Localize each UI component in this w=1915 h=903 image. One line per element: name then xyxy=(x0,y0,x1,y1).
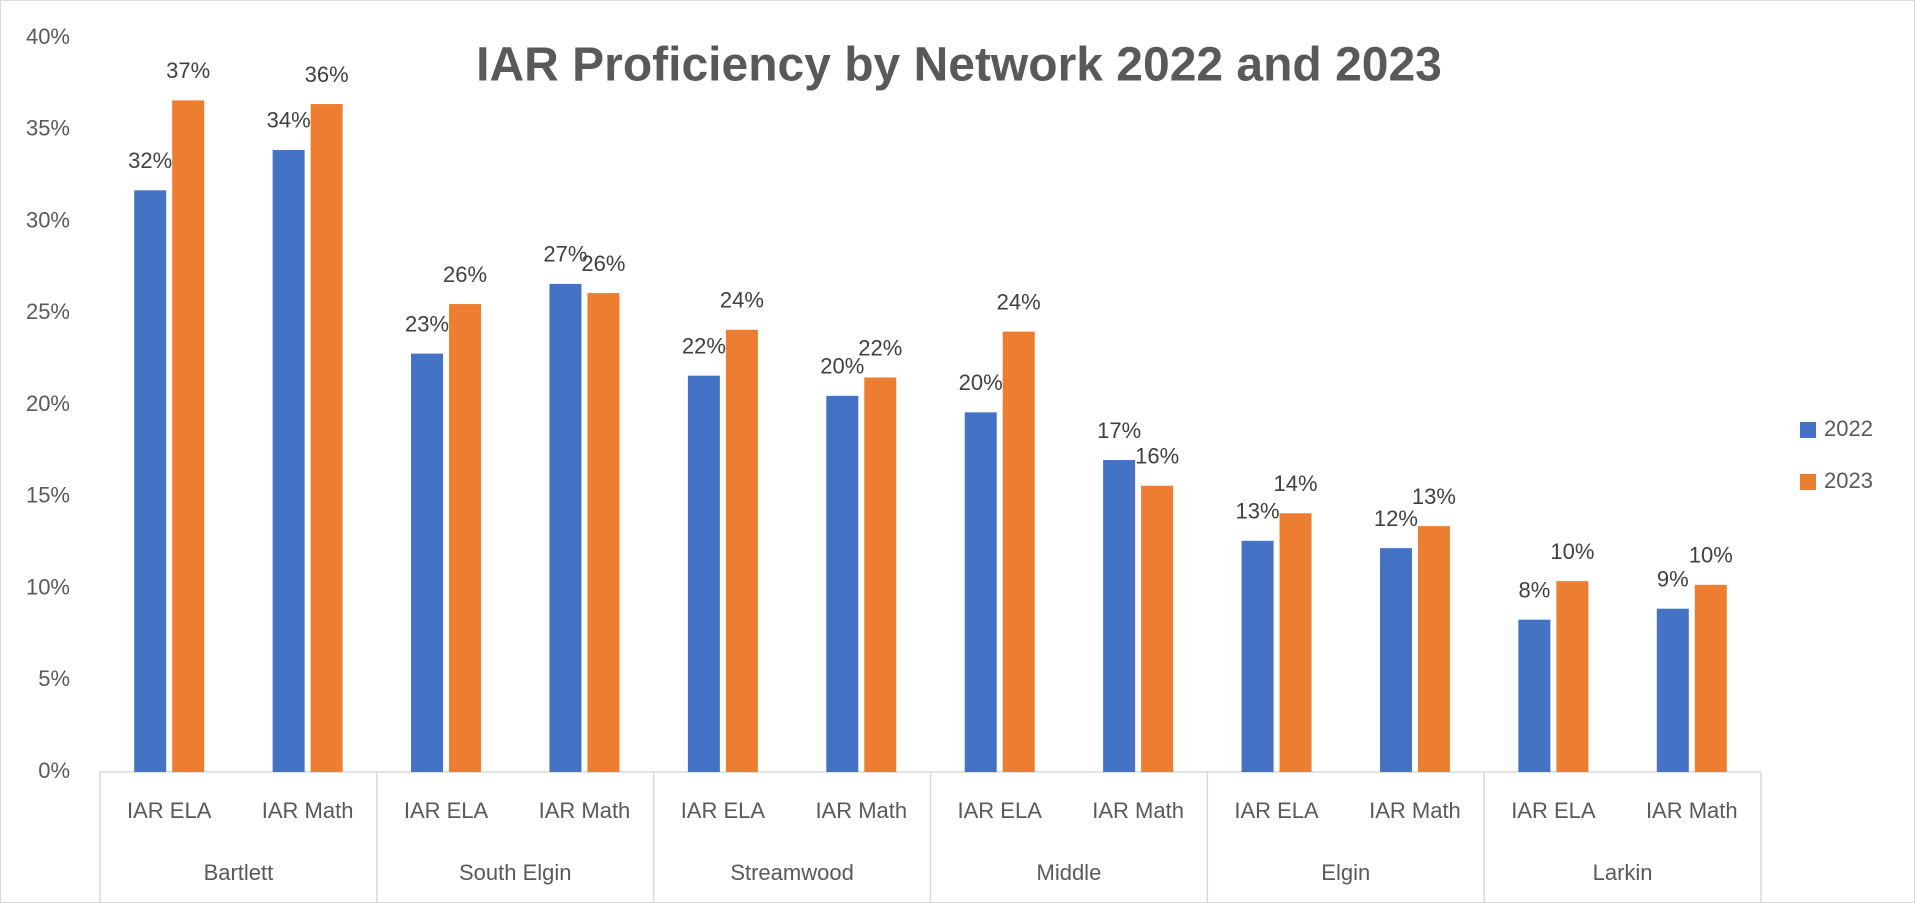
x-tick-label: IAR Math xyxy=(1646,798,1738,823)
bar xyxy=(1279,513,1312,772)
data-label: 20% xyxy=(959,370,1003,395)
data-label: 24% xyxy=(720,288,764,313)
x-tick-label: IAR ELA xyxy=(404,798,489,823)
y-tick-label: 5% xyxy=(38,666,70,691)
bar xyxy=(1518,619,1551,772)
data-label: 13% xyxy=(1236,499,1280,524)
bar xyxy=(1379,548,1412,772)
bar xyxy=(687,375,720,772)
x-tick-label: IAR ELA xyxy=(958,798,1043,823)
bar xyxy=(1103,460,1136,772)
bar xyxy=(1556,581,1589,772)
y-tick-label: 25% xyxy=(26,299,70,324)
x-tick-label: IAR Math xyxy=(539,798,631,823)
y-tick-label: 35% xyxy=(26,116,70,141)
x-tick-label: IAR ELA xyxy=(1234,798,1319,823)
data-label: 16% xyxy=(1135,444,1179,469)
bar xyxy=(725,329,758,772)
data-label: 13% xyxy=(1412,484,1456,509)
y-tick-label: 15% xyxy=(26,483,70,508)
bar xyxy=(310,104,343,772)
data-label: 12% xyxy=(1374,506,1418,531)
data-label: 10% xyxy=(1550,539,1594,564)
data-label: 34% xyxy=(267,108,311,133)
bar xyxy=(587,293,620,772)
group-label: Elgin xyxy=(1321,860,1370,885)
group-label: Streamwood xyxy=(730,860,854,885)
group-label: Bartlett xyxy=(204,860,274,885)
group-label: South Elgin xyxy=(459,860,572,885)
data-label: 8% xyxy=(1518,578,1550,603)
x-tick-label: IAR ELA xyxy=(1511,798,1596,823)
data-label: 32% xyxy=(128,148,172,173)
data-label: 20% xyxy=(820,354,864,379)
bar xyxy=(1694,584,1727,772)
bar xyxy=(1417,526,1450,772)
bar xyxy=(1241,540,1274,772)
x-tick-label: IAR Math xyxy=(1369,798,1461,823)
bar xyxy=(449,304,482,772)
bar xyxy=(1002,331,1035,772)
data-label: 17% xyxy=(1097,418,1141,443)
bar xyxy=(549,283,582,772)
data-label: 24% xyxy=(997,289,1041,314)
y-tick-label: 20% xyxy=(26,391,70,416)
bar xyxy=(864,377,897,772)
bar xyxy=(272,149,305,772)
bar xyxy=(411,353,444,772)
bar xyxy=(134,190,167,772)
group-label: Larkin xyxy=(1593,860,1653,885)
bar xyxy=(964,412,997,772)
bar xyxy=(826,395,859,772)
bar xyxy=(1656,608,1689,772)
legend-label: 2022 xyxy=(1824,416,1873,441)
data-label: 10% xyxy=(1689,543,1733,568)
data-label: 37% xyxy=(166,58,210,83)
legend-label: 2023 xyxy=(1824,468,1873,493)
y-tick-label: 10% xyxy=(26,574,70,599)
legend-swatch xyxy=(1800,474,1816,490)
data-label: 26% xyxy=(581,251,625,276)
bar xyxy=(172,100,205,772)
x-tick-label: IAR ELA xyxy=(681,798,766,823)
x-tick-label: IAR ELA xyxy=(127,798,212,823)
x-tick-label: IAR Math xyxy=(1092,798,1184,823)
y-tick-label: 40% xyxy=(26,24,70,49)
x-tick-label: IAR Math xyxy=(815,798,907,823)
group-label: Middle xyxy=(1037,860,1102,885)
y-tick-label: 30% xyxy=(26,207,70,232)
legend-swatch xyxy=(1800,422,1816,438)
x-tick-label: IAR Math xyxy=(262,798,354,823)
data-label: 14% xyxy=(1274,471,1318,496)
data-label: 23% xyxy=(405,311,449,336)
data-label: 27% xyxy=(543,242,587,267)
data-label: 36% xyxy=(305,62,349,87)
data-label: 9% xyxy=(1657,566,1689,591)
y-tick-label: 0% xyxy=(38,758,70,783)
data-label: 22% xyxy=(682,333,726,358)
data-label: 26% xyxy=(443,262,487,287)
chart-title: IAR Proficiency by Network 2022 and 2023 xyxy=(476,39,1442,92)
bar xyxy=(1141,485,1174,772)
data-label: 22% xyxy=(858,335,902,360)
